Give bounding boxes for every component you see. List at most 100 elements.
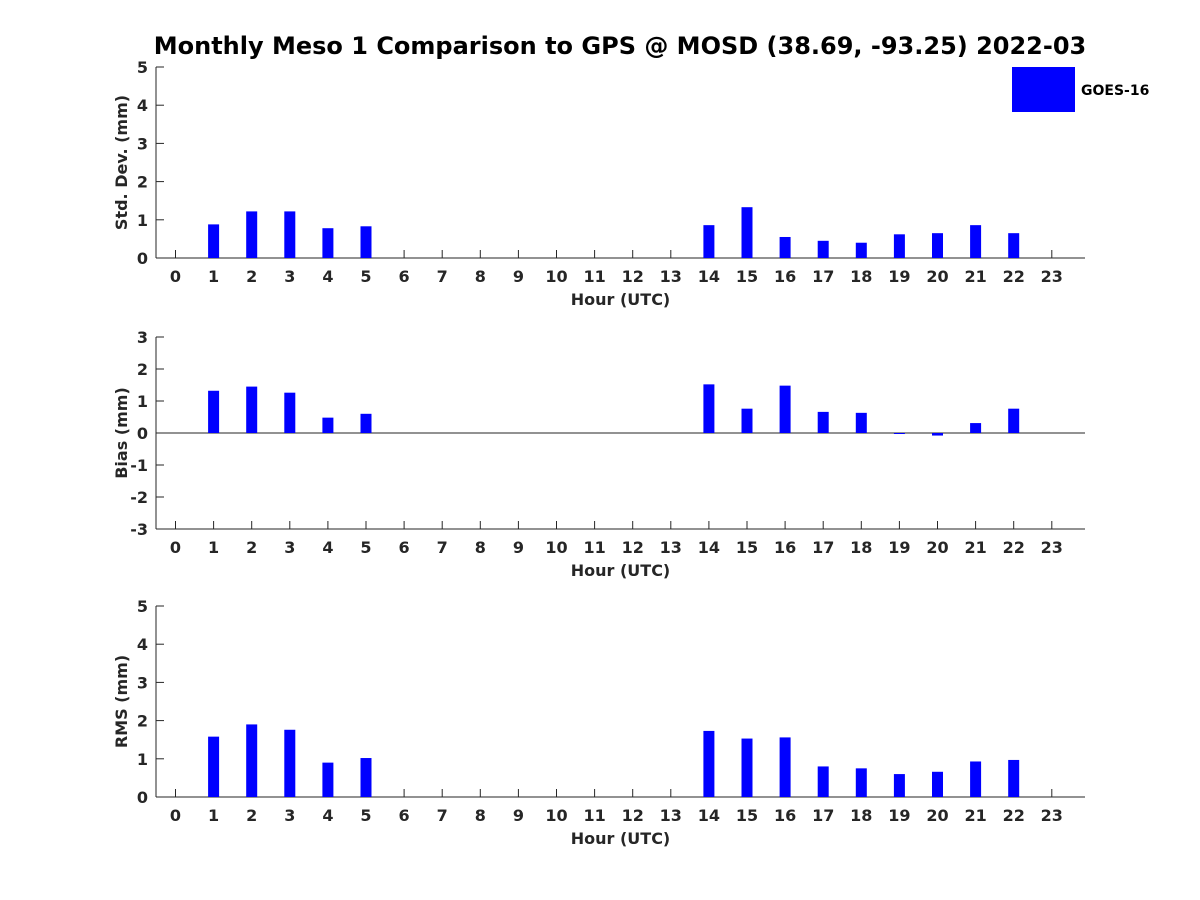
- x-tick-label: 16: [774, 267, 796, 286]
- x-axis-label: Hour (UTC): [571, 829, 671, 848]
- x-tick-label: 8: [475, 267, 486, 286]
- x-axis-label: Hour (UTC): [571, 290, 671, 309]
- x-tick-label: 13: [660, 267, 682, 286]
- x-tick-label: 1: [208, 538, 219, 557]
- bar: [284, 729, 296, 797]
- bar: [246, 211, 258, 258]
- bar: [932, 771, 943, 797]
- y-tick-label: 3: [137, 134, 148, 153]
- y-tick-label: 5: [137, 58, 148, 77]
- x-tick-label: 21: [964, 538, 986, 557]
- x-tick-label: 15: [736, 538, 758, 557]
- x-tick-label: 11: [583, 538, 605, 557]
- x-axis-label: Hour (UTC): [571, 561, 671, 580]
- bar: [1008, 759, 1020, 797]
- bar: [893, 234, 905, 258]
- x-tick-label: 15: [736, 267, 758, 286]
- bar: [741, 207, 753, 258]
- bar: [208, 390, 220, 433]
- bar: [779, 385, 791, 433]
- x-tick-label: 11: [583, 267, 605, 286]
- legend: GOES-16: [1012, 67, 1149, 112]
- chart-title: Monthly Meso 1 Comparison to GPS @ MOSD …: [154, 32, 1087, 60]
- bar: [703, 225, 715, 258]
- y-tick-label: 5: [137, 597, 148, 616]
- bar: [741, 408, 753, 433]
- y-tick-label: 1: [137, 392, 148, 411]
- x-tick-label: 6: [399, 538, 410, 557]
- bar: [893, 774, 905, 797]
- x-tick-label: 6: [399, 267, 410, 286]
- x-tick-label: 13: [660, 538, 682, 557]
- bar: [246, 724, 258, 797]
- x-tick-label: 18: [850, 267, 872, 286]
- x-tick-label: 10: [545, 806, 567, 825]
- x-tick-label: 23: [1041, 806, 1063, 825]
- legend-swatch-goes16: [1012, 67, 1075, 112]
- x-tick-label: 18: [850, 538, 872, 557]
- bar: [360, 413, 372, 433]
- bar: [817, 766, 829, 797]
- x-tick-label: 12: [622, 267, 644, 286]
- x-tick-label: 17: [812, 267, 834, 286]
- x-tick-label: 10: [545, 267, 567, 286]
- bar: [970, 423, 982, 433]
- y-tick-label: 0: [137, 788, 148, 807]
- x-tick-label: 22: [1003, 806, 1025, 825]
- x-tick-label: 9: [513, 267, 524, 286]
- x-tick-label: 1: [208, 267, 219, 286]
- bar: [322, 417, 334, 433]
- x-tick-label: 5: [360, 538, 371, 557]
- y-axis-label: Std. Dev. (mm): [112, 95, 131, 230]
- bar: [932, 433, 943, 436]
- x-tick-label: 12: [622, 538, 644, 557]
- x-tick-label: 14: [698, 806, 720, 825]
- bar: [779, 737, 791, 797]
- y-tick-label: 3: [137, 673, 148, 692]
- x-tick-label: 16: [774, 538, 796, 557]
- x-tick-label: 17: [812, 806, 834, 825]
- x-tick-label: 21: [964, 267, 986, 286]
- bar: [322, 762, 334, 797]
- bar: [208, 224, 220, 258]
- bar: [703, 730, 715, 797]
- x-tick-label: 2: [246, 538, 257, 557]
- y-tick-label: 2: [137, 712, 148, 731]
- x-tick-label: 14: [698, 538, 720, 557]
- x-tick-label: 2: [246, 267, 257, 286]
- x-tick-label: 21: [964, 806, 986, 825]
- x-tick-label: 10: [545, 538, 567, 557]
- x-tick-label: 0: [170, 806, 181, 825]
- x-tick-label: 4: [322, 806, 333, 825]
- bar: [779, 236, 791, 258]
- y-tick-label: 3: [137, 328, 148, 347]
- x-tick-label: 7: [437, 806, 448, 825]
- y-axis-label: Bias (mm): [112, 387, 131, 479]
- x-tick-label: 14: [698, 267, 720, 286]
- x-tick-label: 7: [437, 538, 448, 557]
- x-tick-label: 12: [622, 806, 644, 825]
- bar: [970, 761, 982, 797]
- x-tick-label: 5: [360, 806, 371, 825]
- x-tick-label: 4: [322, 267, 333, 286]
- x-tick-label: 23: [1041, 267, 1063, 286]
- y-tick-label: -3: [130, 520, 148, 539]
- bar: [322, 228, 334, 258]
- bar: [1008, 408, 1020, 433]
- x-tick-label: 19: [888, 267, 910, 286]
- y-axis-label: RMS (mm): [112, 655, 131, 748]
- bar: [932, 233, 943, 258]
- y-tick-label: 4: [137, 96, 148, 115]
- bar: [970, 225, 982, 258]
- x-tick-label: 2: [246, 806, 257, 825]
- x-tick-label: 3: [284, 538, 295, 557]
- x-tick-label: 0: [170, 267, 181, 286]
- x-tick-label: 9: [513, 806, 524, 825]
- x-tick-label: 19: [888, 538, 910, 557]
- y-tick-label: 0: [137, 249, 148, 268]
- x-tick-label: 20: [926, 806, 948, 825]
